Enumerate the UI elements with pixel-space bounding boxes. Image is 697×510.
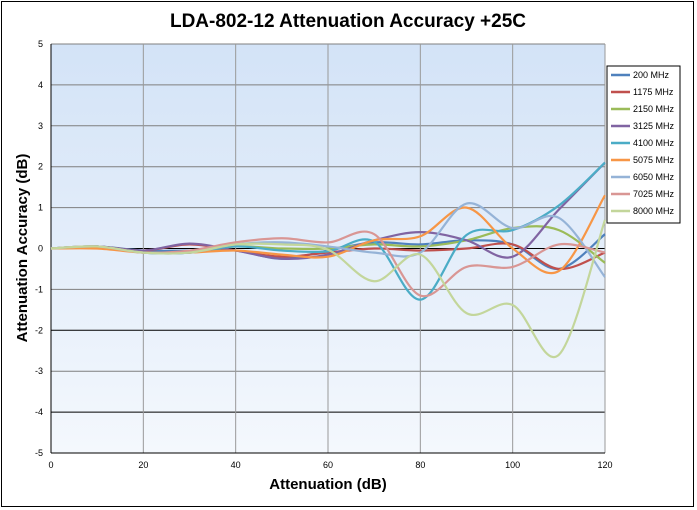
x-tick-label: 60 bbox=[323, 460, 333, 470]
x-tick-label: 40 bbox=[231, 460, 241, 470]
chart-title: LDA-802-12 Attenuation Accuracy +25C bbox=[170, 11, 526, 32]
y-tick-label: 4 bbox=[38, 80, 43, 90]
legend-label: 3125 MHz bbox=[633, 121, 675, 131]
y-tick-label: -3 bbox=[35, 366, 43, 376]
x-tick-label: 20 bbox=[138, 460, 148, 470]
series-line-3125-mhz bbox=[50, 161, 606, 260]
x-tick-label: 120 bbox=[597, 460, 612, 470]
legend-label: 5075 MHz bbox=[633, 155, 675, 165]
y-tick-label: 2 bbox=[38, 162, 43, 172]
y-tick-label: 1 bbox=[38, 203, 43, 213]
series-line-8000-mhz bbox=[50, 219, 607, 359]
x-axis-label: Attenuation (dB) bbox=[269, 476, 386, 493]
y-tick-label: 5 bbox=[38, 39, 43, 49]
y-tick-label: 3 bbox=[38, 121, 43, 131]
legend-label: 6050 MHz bbox=[633, 172, 675, 182]
x-tick-label: 0 bbox=[48, 460, 53, 470]
y-axis-label: Attenuation Accuracy (dB) bbox=[14, 154, 31, 343]
legend-label: 4100 MHz bbox=[633, 138, 675, 148]
y-tick-label: 0 bbox=[38, 244, 43, 254]
legend-label: 8000 MHz bbox=[633, 206, 675, 216]
y-tick-label: -5 bbox=[35, 448, 43, 458]
legend-label: 200 MHz bbox=[633, 70, 670, 80]
y-tick-label: -4 bbox=[35, 407, 43, 417]
legend-label: 2150 MHz bbox=[633, 104, 675, 114]
legend: 200 MHz 1175 MHz 2150 MHz 3125 MHz 4100 MHz 5… bbox=[606, 65, 681, 224]
legend-label: 7025 MHz bbox=[633, 189, 675, 199]
x-tick-label: 80 bbox=[415, 460, 425, 470]
x-tick-label: 100 bbox=[505, 460, 520, 470]
y-tick-label: -2 bbox=[35, 325, 43, 335]
legend-label: 1175 MHz bbox=[633, 87, 674, 97]
y-tick-label: -1 bbox=[35, 284, 43, 294]
